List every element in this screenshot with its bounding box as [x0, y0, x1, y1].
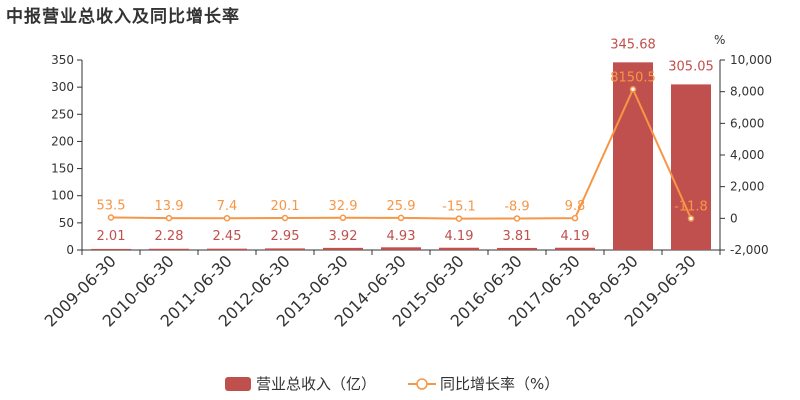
growth-value-label: -15.1 — [442, 200, 476, 215]
revenue-value-label: 3.92 — [329, 229, 358, 244]
left-axis-tick-label: 50 — [59, 216, 74, 230]
revenue-value-label: 2.45 — [213, 229, 242, 244]
revenue-bar — [91, 248, 131, 250]
revenue-bar — [671, 84, 711, 250]
right-axis-tick-label: 10,000 — [730, 53, 772, 67]
legend-revenue-swatch — [225, 377, 251, 391]
revenue-bar — [207, 248, 247, 250]
left-axis-tick-label: 250 — [51, 107, 74, 121]
revenue-bar — [265, 248, 305, 250]
revenue-value-label: 4.19 — [561, 229, 590, 244]
growth-value-label: -11.8 — [674, 200, 708, 215]
left-axis-tick-label: 200 — [51, 134, 74, 148]
right-axis-unit: % — [714, 33, 725, 47]
revenue-bar — [381, 247, 421, 250]
revenue-value-label: 2.01 — [97, 229, 126, 244]
growth-value-label: 20.1 — [271, 199, 300, 214]
growth-point — [107, 214, 115, 221]
growth-point — [571, 214, 579, 222]
revenue-value-label: 4.93 — [387, 229, 416, 244]
growth-value-label: 53.5 — [97, 198, 126, 213]
revenue-value-label: 305.05 — [668, 59, 714, 74]
revenue-bar — [323, 247, 363, 250]
growth-point — [339, 214, 347, 222]
revenue-bar — [497, 247, 537, 250]
right-axis-tick-label: 0 — [730, 211, 738, 225]
legend-revenue-label: 营业总收入（亿） — [256, 375, 376, 393]
growth-value-label: 9.8 — [565, 199, 586, 214]
growth-value-label: 32.9 — [329, 199, 358, 214]
right-axis-tick-label: 4,000 — [730, 148, 764, 162]
revenue-bar — [149, 248, 189, 250]
x-tick-labels-group: 2009-06-302010-06-302011-06-302012-06-30… — [41, 251, 700, 330]
growth-line-group — [107, 86, 695, 222]
growth-value-label: 25.9 — [387, 199, 416, 214]
left-axis-tick-label: 150 — [51, 162, 74, 176]
revenue-bar — [439, 247, 479, 250]
legend[interactable]: 营业总收入（亿） 同比增长率（%） — [225, 375, 559, 393]
revenue-bar — [613, 62, 653, 251]
legend-growth-label: 同比增长率（%） — [440, 375, 559, 393]
revenue-value-label: 2.95 — [271, 229, 300, 244]
revenue-value-label: 4.19 — [445, 229, 474, 244]
revenue-value-label: 2.28 — [155, 229, 184, 244]
growth-point — [397, 214, 405, 222]
growth-value-label: 7.4 — [217, 199, 238, 214]
legend-growth-marker — [416, 378, 428, 390]
left-axis-tick-label: 0 — [66, 243, 74, 257]
left-axis-tick-label: 300 — [51, 80, 74, 94]
data-labels-group: 2.01 2.28 2.45 2.95 3.92 4.93 4.19 3.81 4.19 345.… — [97, 37, 714, 244]
axes-group: 0 50 100 150 200 250 300 350 -2,000 0 2,000 4,000 6,… — [51, 33, 772, 257]
revenue-bar — [555, 247, 595, 250]
chart-title: 中报营业总收入及同比增长率 — [6, 7, 240, 27]
right-axis-tick-label: 2,000 — [730, 180, 764, 194]
growth-point — [455, 215, 463, 222]
growth-value-label: 13.9 — [155, 199, 184, 214]
growth-point — [165, 214, 173, 222]
right-axis-tick-label: -2,000 — [730, 243, 769, 257]
growth-value-label: -8.9 — [504, 199, 529, 214]
bars-group — [91, 62, 711, 251]
right-axis-tick-label: 6,000 — [730, 116, 764, 130]
growth-point — [223, 214, 231, 222]
growth-point — [513, 215, 521, 222]
revenue-value-label: 345.68 — [610, 37, 656, 52]
left-axis-tick-label: 100 — [51, 189, 74, 203]
left-axis-tick-label: 350 — [51, 53, 74, 67]
revenue-value-label: 3.81 — [503, 229, 532, 244]
growth-value-label: 8150.5 — [610, 70, 656, 85]
growth-point — [281, 214, 289, 222]
growth-point — [687, 215, 695, 222]
growth-point — [629, 86, 637, 93]
right-axis-tick-label: 8,000 — [730, 85, 764, 99]
